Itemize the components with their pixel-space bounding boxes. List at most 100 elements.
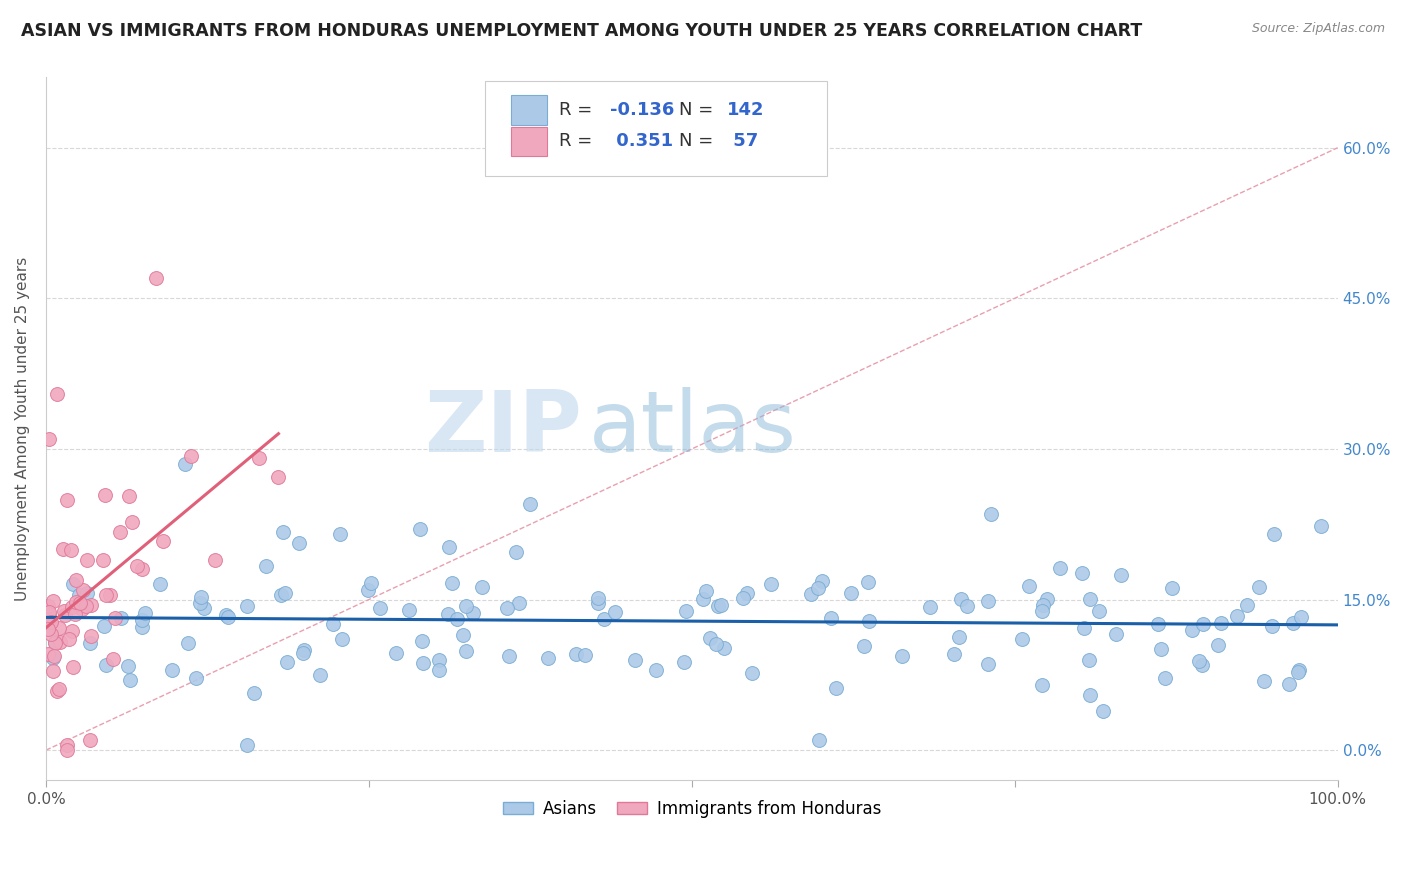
Point (820, 610, 842, 624)
Point (44, 634, 66, 648)
Legend: Asians, Immigrants from Honduras: Asians, Immigrants from Honduras (496, 793, 887, 825)
Point (1206, 638, 1229, 652)
Point (429, 663, 451, 677)
Point (456, 644, 478, 658)
Point (46, 386, 69, 401)
Point (1236, 599, 1258, 613)
Point (1260, 619, 1282, 633)
Text: R =: R = (558, 132, 598, 151)
Point (37, 623, 59, 637)
Point (134, 607, 156, 621)
Point (1073, 621, 1095, 635)
Point (76, 586, 98, 600)
Point (360, 576, 382, 591)
FancyBboxPatch shape (510, 127, 547, 156)
Point (104, 611, 127, 625)
Point (63, 607, 86, 622)
Point (1263, 527, 1285, 541)
Point (1031, 604, 1053, 618)
Point (1071, 566, 1094, 580)
Point (190, 596, 212, 610)
Point (76, 553, 98, 567)
Point (118, 489, 141, 503)
Point (254, 559, 277, 574)
Point (565, 647, 588, 661)
Text: R =: R = (558, 101, 598, 119)
Point (60, 543, 83, 558)
Text: 0.351: 0.351 (610, 132, 673, 151)
Point (436, 607, 458, 622)
Point (270, 588, 292, 602)
Point (537, 651, 560, 665)
FancyBboxPatch shape (485, 81, 827, 176)
Point (398, 602, 420, 616)
Point (180, 449, 202, 463)
Point (495, 601, 517, 615)
Point (463, 606, 485, 620)
Point (131, 562, 153, 576)
Point (127, 559, 149, 574)
Point (291, 646, 314, 660)
Point (735, 585, 758, 599)
Point (204, 553, 226, 567)
Point (1077, 652, 1099, 666)
Point (117, 659, 139, 673)
Point (1191, 657, 1213, 672)
Point (943, 648, 966, 662)
Point (274, 585, 297, 599)
Point (75, 599, 97, 614)
Point (692, 591, 714, 606)
Point (37, 647, 59, 661)
Point (72, 602, 94, 616)
Text: N =: N = (679, 132, 718, 151)
Point (52, 541, 75, 556)
Point (412, 656, 434, 670)
Point (330, 632, 353, 646)
Point (1226, 609, 1249, 624)
Point (807, 581, 830, 595)
Point (55, 493, 77, 508)
Text: N =: N = (679, 101, 718, 119)
Point (593, 612, 616, 626)
Y-axis label: Unemployment Among Youth under 25 years: Unemployment Among Youth under 25 years (15, 257, 30, 601)
Point (38, 432, 60, 446)
Point (72, 582, 94, 597)
Point (1286, 665, 1309, 680)
Point (956, 599, 979, 614)
Point (1253, 673, 1275, 688)
Point (1188, 653, 1211, 667)
Point (949, 591, 972, 606)
Point (1049, 561, 1071, 575)
Point (94, 658, 117, 673)
Point (37, 599, 59, 613)
Point (977, 657, 1000, 672)
Point (368, 601, 391, 615)
Point (160, 663, 183, 677)
Point (217, 610, 239, 624)
Point (918, 600, 941, 615)
Point (1288, 663, 1310, 677)
Point (741, 665, 763, 680)
Point (236, 738, 259, 752)
Point (411, 633, 433, 648)
Point (309, 668, 332, 682)
Point (1031, 677, 1053, 691)
Point (699, 631, 721, 645)
Point (39, 615, 62, 629)
Point (58, 632, 80, 647)
Point (190, 591, 212, 605)
Point (93, 619, 115, 633)
Point (41, 594, 63, 608)
Point (505, 545, 527, 559)
Point (65, 573, 87, 587)
Point (800, 587, 823, 601)
Point (1078, 688, 1101, 702)
Point (1105, 627, 1128, 641)
Point (811, 574, 834, 588)
Point (1153, 671, 1175, 685)
Point (56, 743, 79, 757)
Point (101, 651, 124, 665)
Point (695, 584, 717, 599)
Point (471, 580, 494, 594)
Point (56, 738, 79, 752)
